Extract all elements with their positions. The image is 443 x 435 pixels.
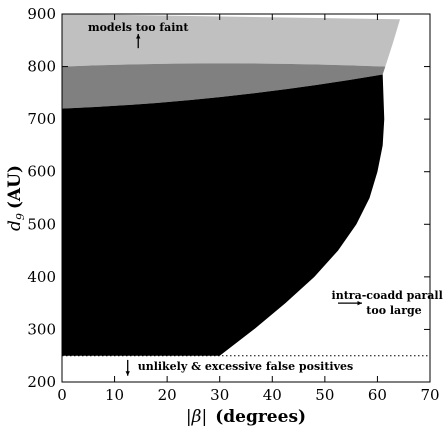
region-allowed [62, 74, 385, 356]
x-tick-label: 40 [263, 386, 282, 404]
y-tick-label: 600 [27, 163, 56, 181]
x-tick-label: 30 [210, 386, 229, 404]
y-tick-label: 400 [27, 268, 56, 286]
region-mid-gray [62, 63, 386, 109]
annotation-false-positives: unlikely & excessive false positives [138, 360, 353, 373]
annotation-arrowhead [136, 33, 141, 39]
y-tick-label: 300 [27, 320, 56, 338]
x-tick-label: 10 [105, 386, 124, 404]
annotation-parallax-line2: too large [366, 304, 421, 317]
y-tick-label: 900 [27, 5, 56, 23]
annotation-arrowhead [357, 300, 362, 306]
y-axis-label-subscript: 9 [14, 213, 27, 220]
annotation-arrowhead [125, 371, 130, 376]
axis-labels: |β| (degrees) d9 (AU) [5, 165, 306, 427]
x-tick-label: 70 [420, 386, 439, 404]
y-tick-label: 700 [27, 110, 56, 128]
x-axis-label-unit: (degrees) [215, 407, 306, 427]
x-axis-label-symbol: |β| [186, 407, 207, 427]
plot-area [62, 14, 430, 357]
x-axis-label: |β| (degrees) [186, 407, 306, 427]
annotation-parallax-line1: intra-coadd parallax [332, 289, 443, 302]
x-tick-label: 20 [158, 386, 177, 404]
annotations: models too faint intra-coadd parallax too … [88, 21, 443, 376]
region-models-too-faint [62, 14, 401, 67]
x-tick-label: 50 [315, 386, 334, 404]
y-axis-label: d9 (AU) [5, 165, 27, 231]
y-axis-label-symbol: d [5, 220, 25, 231]
y-tick-label: 800 [27, 58, 56, 76]
plot-frame [61, 13, 431, 383]
x-tick-label: 0 [57, 386, 67, 404]
annotation-models-too-faint: models too faint [88, 21, 189, 34]
y-axis-label-unit: (AU) [5, 165, 25, 209]
x-tick-label: 60 [368, 386, 387, 404]
y-tick-label: 200 [27, 373, 56, 391]
axes: 0 10 20 30 40 50 60 70 200 300 400 500 600 700 800 900 [27, 5, 439, 404]
y-tick-label: 500 [27, 215, 56, 233]
